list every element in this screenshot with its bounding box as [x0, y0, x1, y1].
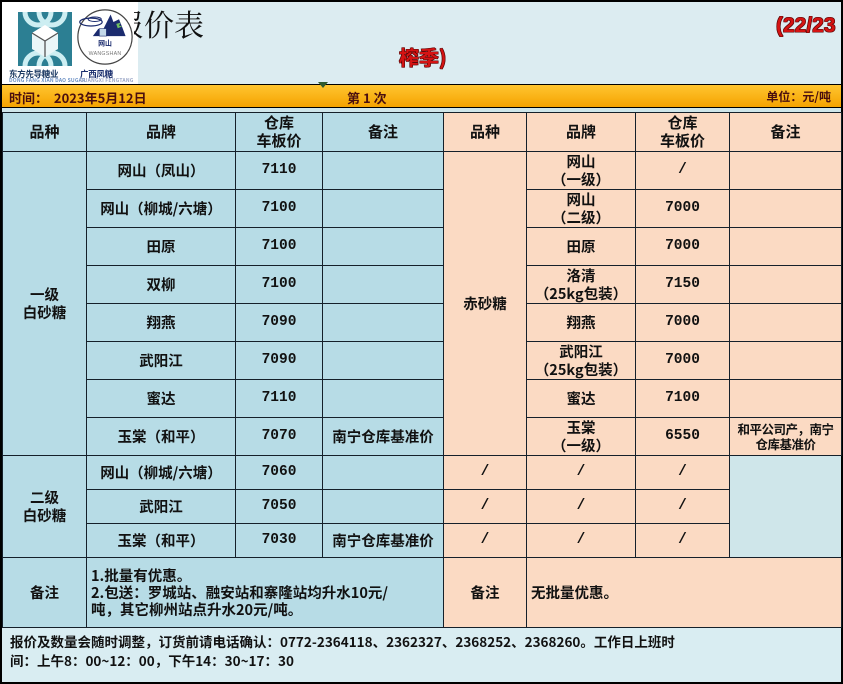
svg-text:WANGSHAN: WANGSHAN — [89, 51, 122, 57]
svg-text:网山: 网山 — [98, 37, 112, 47]
